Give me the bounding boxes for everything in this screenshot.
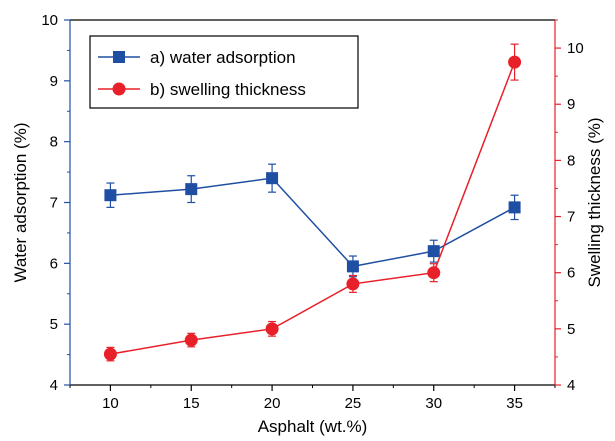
right-y-tick-label: 8 [567,152,575,169]
legend-item: a) water adsorption [98,48,296,67]
series-layer [103,43,522,362]
left-y-tick-label: 7 [50,195,58,212]
data-point-circle [508,55,522,69]
x-tick-label: 35 [506,395,523,412]
right-y-tick-label: 7 [567,209,575,226]
data-point-circle [103,347,117,361]
x-axis-title: Asphalt (wt.%) [258,417,368,436]
axes: 10 15 20 25 30 35 4 5 6 7 8 9 10 4 5 6 7 8 9 10 Asphalt (wt.… [11,12,604,436]
series-swelling-thickness [103,43,522,362]
left-y-tick-label: 4 [50,377,58,394]
data-point-square [104,189,117,202]
data-point-circle [184,333,198,347]
right-y-axis-title: Swelling thickness (%) [585,117,604,287]
x-tick-label: 15 [183,395,200,412]
left-y-tick-label: 10 [41,12,58,29]
data-point-circle [265,322,279,336]
right-y-tick-label: 10 [567,40,584,57]
right-y-tick-label: 9 [567,96,575,113]
left-y-tick-label: 6 [50,255,58,272]
left-y-axis-title: Water adsorption (%) [11,123,30,283]
legend-box [89,35,359,109]
x-tick-label: 20 [264,395,281,412]
legend-item: b) swelling thickness [98,80,306,99]
data-point-square [346,260,359,273]
left-y-tick-label: 8 [50,134,58,151]
data-point-circle [427,266,441,280]
data-point-square [427,245,440,258]
right-y-tick-label: 4 [567,377,575,394]
right-y-tick-label: 5 [567,321,575,338]
legend-marker-square [113,51,125,63]
legend-label: b) swelling thickness [150,80,306,99]
data-point-square [266,172,279,185]
data-point-square [185,183,198,196]
x-tick-label: 10 [102,395,119,412]
series-line [110,61,516,355]
legend-label: a) water adsorption [150,48,296,67]
x-tick-label: 25 [345,395,362,412]
left-y-tick-label: 5 [50,316,58,333]
x-tick-label: 30 [425,395,442,412]
left-y-tick-label: 9 [50,73,58,90]
legend: a) water adsorption b) swelling thickness [89,35,359,109]
right-y-tick-label: 6 [567,265,575,282]
data-point-square [508,201,521,214]
data-point-circle [346,277,360,291]
series-water-adsorption [104,163,521,278]
legend-marker-circle [112,82,126,96]
series-line [110,177,515,268]
